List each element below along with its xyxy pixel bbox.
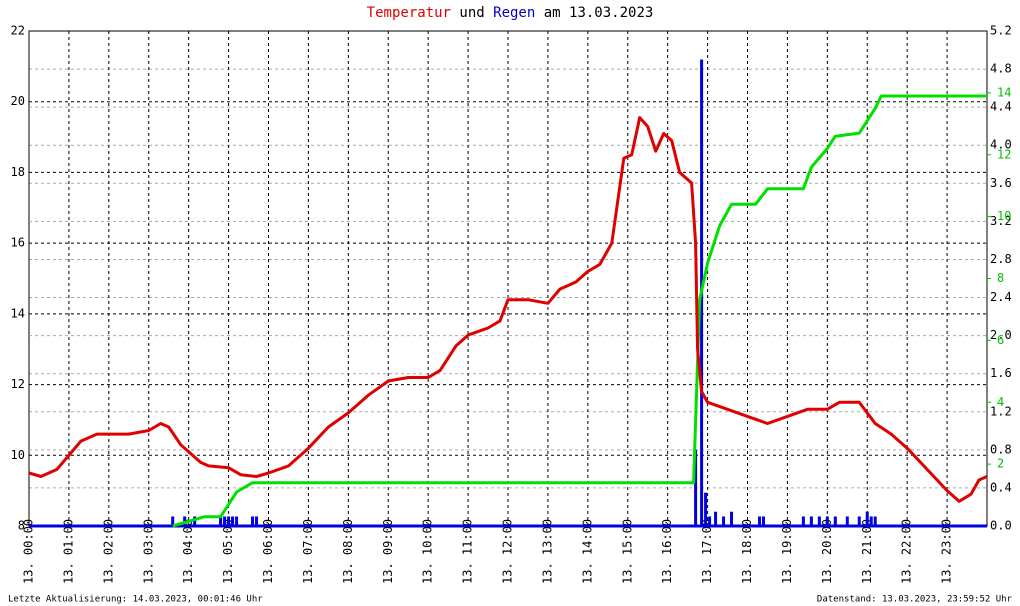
rain-bar [235,516,239,526]
x-tick-label: 13. 07:00 [301,519,315,584]
y-tick-label: 22 [11,24,25,38]
x-tick-label: 13. 20:00 [820,519,834,584]
title-part: am 13.03.2023 [544,5,654,21]
rain-bar [694,449,698,526]
rain-bar [825,516,829,526]
y3-tick-label: 4 [997,395,1004,409]
x-tick-label: 13. 15:00 [620,519,634,584]
x-tick-label: 13. 09:00 [381,519,395,584]
rain-bar [865,511,869,526]
x-tick-label: 13. 18:00 [740,519,754,584]
rain-bar [219,516,223,526]
y2-tick-label: 2.0 [990,328,1012,342]
y-tick-label: 8 [18,519,25,533]
y3-tick-label: 10 [997,209,1011,223]
rain-bar [231,516,235,526]
rain-bar [704,492,708,526]
rain-bar [722,516,726,526]
rain-bar [817,516,821,526]
rain-bar [708,516,712,526]
x-tick-label: 13. 21:00 [860,519,874,584]
rain-bar [193,516,197,526]
x-tick-label: 13. 02:00 [101,519,115,584]
y2-tick-label: 3.2 [990,214,1012,228]
y3-tick-label: 8 [997,271,1004,285]
y2-tick-label: 0.0 [990,519,1012,533]
x-tick-label: 13. 13:00 [540,519,554,584]
rain-bar [857,516,861,526]
y2-tick-label: 0.4 [990,480,1012,494]
x-tick-label: 13. 22:00 [900,519,914,584]
x-tick-label: 13. 01:00 [61,519,75,584]
y-tick-label: 20 [11,94,25,108]
rain-bar [845,516,849,526]
y2-tick-label: 1.6 [990,366,1012,380]
title-part: und [459,5,484,21]
x-tick-label: 13. 08:00 [341,519,355,584]
x-tick-label: 13. 03:00 [141,519,155,584]
rain-bar [730,511,734,526]
y-tick-label: 14 [11,306,25,320]
y3-tick-label: 12 [997,147,1011,161]
rain-bar [869,516,873,526]
x-tick-label: 13. 05:00 [221,519,235,584]
x-tick-label: 13. 16:00 [660,519,674,584]
rain-bar [714,511,718,526]
y-tick-label: 10 [11,448,25,462]
y-tick-label: 18 [11,165,25,179]
x-tick-label: 13. 19:00 [780,519,794,584]
series-line [172,94,987,528]
rain-bar [809,516,813,526]
rain-bar [171,516,175,526]
y3-tick-label: 14 [997,85,1011,99]
y2-tick-label: 5.2 [990,24,1012,38]
y2-tick-label: 4.8 [990,62,1012,76]
y-tick-label: 16 [11,236,25,250]
y2-tick-label: 2.8 [990,252,1012,266]
y-tick-label: 12 [11,377,25,391]
x-tick-label: 13. 11:00 [461,519,475,584]
x-tick-label: 13. 00:00 [22,519,36,584]
chart-title: Temperatur und Regen am 13.03.2023 [367,5,654,21]
y2-tick-label: 3.6 [990,176,1012,190]
y2-tick-label: 0.8 [990,442,1012,456]
rain-bar [873,516,877,526]
rain-bar [833,516,837,526]
y2-tick-label: 1.2 [990,404,1012,418]
rain-bar [223,516,227,526]
footer-left: Letzte Aktualisierung: 14.03.2023, 00:01… [8,595,263,605]
rain-bar [251,516,255,526]
rain-bar [761,516,765,526]
y2-tick-label: 2.4 [990,290,1012,304]
footer-right: Datenstand: 13.03.2023, 23:59:52 Uhr [817,595,1013,605]
x-tick-label: 13. 04:00 [181,519,195,584]
y3-tick-label: 6 [997,333,1004,347]
y3-tick-label: 2 [997,457,1004,471]
x-tick-label: 13. 12:00 [501,519,515,584]
y2-tick-label: 4.0 [990,138,1012,152]
title-part: Temperatur [367,5,451,21]
rain-bar [801,516,805,526]
rain-bar [757,516,761,526]
series-line [28,116,988,503]
rain-bar [227,516,231,526]
x-tick-label: 13. 14:00 [580,519,594,584]
x-tick-label: 13. 10:00 [421,519,435,584]
x-tick-label: 13. 23:00 [940,519,954,584]
x-tick-label: 13. 17:00 [700,519,714,584]
title-part: Regen [493,5,535,21]
rain-bar [255,516,259,526]
x-tick-label: 13. 06:00 [261,519,275,584]
y2-tick-label: 4.4 [990,100,1012,114]
